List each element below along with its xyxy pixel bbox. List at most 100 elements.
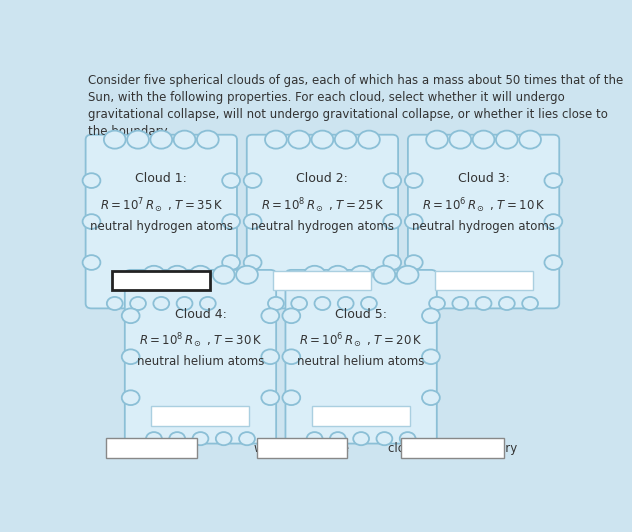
Ellipse shape: [350, 266, 372, 284]
Text: $R = 10^6\,R_\odot$ , $T = 10\,\mathrm{K}$: $R = 10^6\,R_\odot$ , $T = 10\,\mathrm{K…: [422, 196, 545, 215]
Text: Cloud 4:: Cloud 4:: [174, 307, 226, 321]
Ellipse shape: [358, 131, 380, 148]
Ellipse shape: [499, 297, 514, 310]
Ellipse shape: [545, 173, 562, 188]
Ellipse shape: [127, 131, 149, 148]
Ellipse shape: [268, 297, 284, 310]
FancyBboxPatch shape: [257, 438, 347, 458]
FancyBboxPatch shape: [125, 270, 276, 444]
FancyBboxPatch shape: [312, 406, 410, 426]
Text: neutral hydrogen atoms: neutral hydrogen atoms: [90, 220, 233, 232]
Ellipse shape: [244, 173, 262, 188]
FancyBboxPatch shape: [435, 271, 533, 290]
Ellipse shape: [283, 309, 300, 323]
Ellipse shape: [304, 266, 325, 284]
Ellipse shape: [283, 390, 300, 405]
Ellipse shape: [520, 131, 541, 148]
Text: will not collapse: will not collapse: [254, 442, 349, 454]
Ellipse shape: [545, 214, 562, 229]
Ellipse shape: [239, 432, 255, 445]
Ellipse shape: [315, 297, 331, 310]
Ellipse shape: [353, 432, 369, 445]
Ellipse shape: [216, 432, 232, 445]
Ellipse shape: [312, 131, 333, 148]
Text: Cloud 2:: Cloud 2:: [296, 172, 348, 185]
Ellipse shape: [200, 297, 216, 310]
Ellipse shape: [374, 266, 395, 284]
Ellipse shape: [449, 131, 471, 148]
Ellipse shape: [476, 297, 492, 310]
Ellipse shape: [197, 131, 219, 148]
Ellipse shape: [222, 255, 240, 270]
Ellipse shape: [122, 350, 140, 364]
Text: $R = 10^7\,R_\odot$ , $T = 35\,\mathrm{K}$: $R = 10^7\,R_\odot$ , $T = 35\,\mathrm{K…: [100, 196, 223, 215]
Ellipse shape: [190, 266, 211, 284]
Ellipse shape: [400, 432, 416, 445]
Ellipse shape: [236, 266, 258, 284]
Text: neutral hydrogen atoms: neutral hydrogen atoms: [412, 220, 555, 232]
Ellipse shape: [166, 266, 188, 284]
Ellipse shape: [193, 432, 209, 445]
Ellipse shape: [405, 214, 423, 229]
Ellipse shape: [222, 214, 240, 229]
Ellipse shape: [545, 255, 562, 270]
Ellipse shape: [307, 432, 322, 445]
Ellipse shape: [107, 297, 123, 310]
Ellipse shape: [522, 297, 538, 310]
Ellipse shape: [397, 266, 418, 284]
Ellipse shape: [337, 297, 354, 310]
Ellipse shape: [426, 131, 448, 148]
Ellipse shape: [422, 390, 440, 405]
Ellipse shape: [291, 297, 307, 310]
Ellipse shape: [496, 131, 518, 148]
Text: Cloud 5:: Cloud 5:: [335, 307, 387, 321]
Ellipse shape: [176, 297, 193, 310]
Ellipse shape: [146, 432, 162, 445]
FancyBboxPatch shape: [152, 406, 250, 426]
FancyBboxPatch shape: [408, 135, 559, 309]
Ellipse shape: [213, 266, 234, 284]
FancyBboxPatch shape: [85, 135, 237, 309]
Text: close to the boundary: close to the boundary: [387, 442, 517, 454]
Ellipse shape: [130, 297, 146, 310]
Ellipse shape: [262, 309, 279, 323]
Ellipse shape: [377, 432, 392, 445]
Ellipse shape: [330, 432, 346, 445]
Text: $R = 10^8\,R_\odot$ , $T = 25\,\mathrm{K}$: $R = 10^8\,R_\odot$ , $T = 25\,\mathrm{K…: [261, 196, 384, 215]
Ellipse shape: [83, 255, 100, 270]
FancyBboxPatch shape: [401, 438, 504, 458]
Ellipse shape: [169, 432, 185, 445]
Ellipse shape: [335, 131, 356, 148]
Ellipse shape: [244, 214, 262, 229]
Text: neutral hydrogen atoms: neutral hydrogen atoms: [251, 220, 394, 232]
Text: Cloud 1:: Cloud 1:: [135, 172, 187, 185]
Text: Cloud 3:: Cloud 3:: [458, 172, 509, 185]
FancyBboxPatch shape: [274, 271, 372, 290]
Text: $R = 10^8\,R_\odot$ , $T = 30\,\mathrm{K}$: $R = 10^8\,R_\odot$ , $T = 30\,\mathrm{K…: [139, 331, 262, 350]
Text: will collapse: will collapse: [116, 442, 188, 454]
Ellipse shape: [453, 297, 468, 310]
Ellipse shape: [361, 297, 377, 310]
Ellipse shape: [327, 266, 349, 284]
Ellipse shape: [429, 297, 445, 310]
Ellipse shape: [288, 131, 310, 148]
Ellipse shape: [83, 214, 100, 229]
Ellipse shape: [244, 255, 262, 270]
Ellipse shape: [422, 309, 440, 323]
Ellipse shape: [384, 214, 401, 229]
Text: neutral helium atoms: neutral helium atoms: [137, 355, 264, 368]
Ellipse shape: [405, 173, 423, 188]
Ellipse shape: [143, 266, 165, 284]
Ellipse shape: [154, 297, 169, 310]
Ellipse shape: [384, 173, 401, 188]
Ellipse shape: [222, 173, 240, 188]
Text: $R = 10^6\,R_\odot$ , $T = 20\,\mathrm{K}$: $R = 10^6\,R_\odot$ , $T = 20\,\mathrm{K…: [300, 331, 423, 350]
FancyBboxPatch shape: [112, 271, 210, 290]
Ellipse shape: [405, 255, 423, 270]
Ellipse shape: [122, 309, 140, 323]
Ellipse shape: [384, 255, 401, 270]
Text: neutral helium atoms: neutral helium atoms: [298, 355, 425, 368]
Ellipse shape: [262, 350, 279, 364]
Ellipse shape: [283, 350, 300, 364]
Ellipse shape: [150, 131, 172, 148]
